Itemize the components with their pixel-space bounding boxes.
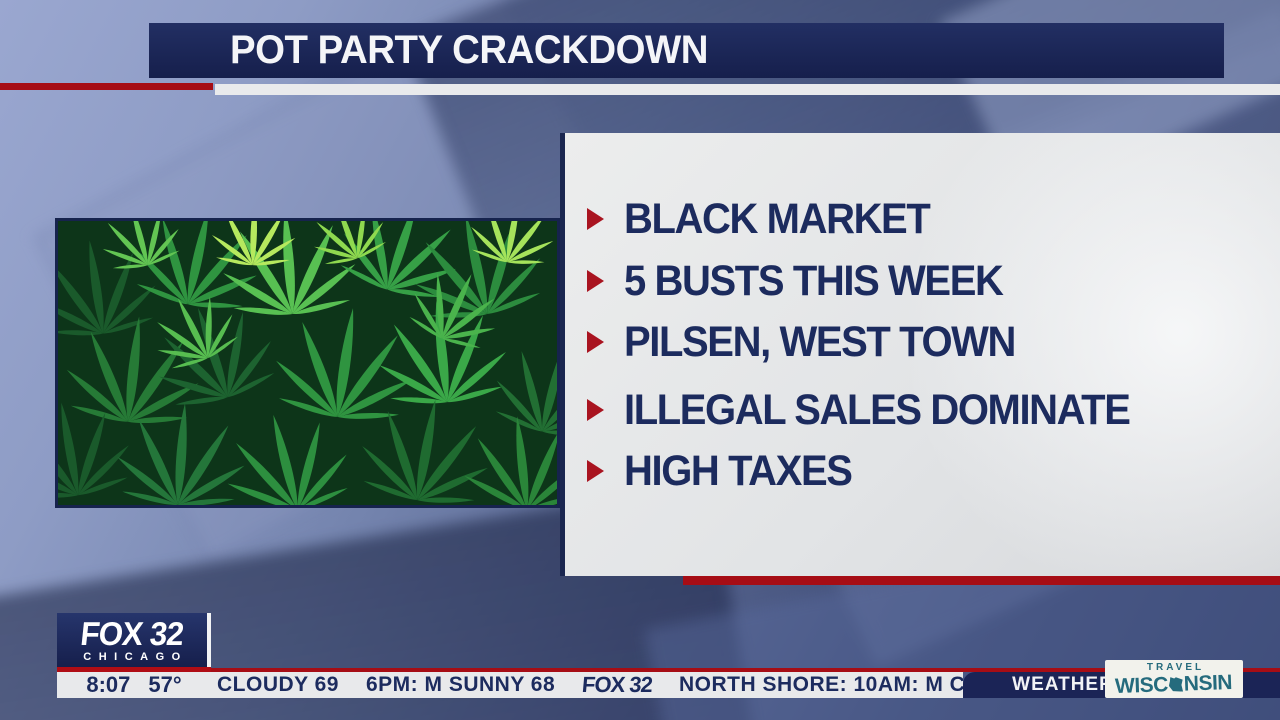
bullet-panel: BLACK MARKET 5 BUSTS THIS WEEK PILSEN, W… [560, 133, 1280, 576]
ticker-fox32-logo: FOX 32 [581, 672, 654, 697]
ticker-segment: NORTH SHORE: 10AM: M C [678, 673, 963, 696]
headline-banner: POT PARTY CRACKDOWN [149, 23, 1224, 78]
wisconsin-text-right: NSIN [1183, 670, 1233, 696]
bullet-label: BLACK MARKET [624, 194, 931, 243]
station-bug: FOX 32 CHICAGO 8:07 57° [57, 613, 211, 698]
time-temp-strip: 8:07 57° [57, 672, 211, 698]
bullet-item: BLACK MARKET [565, 194, 952, 244]
ticker-scroll-area: CLOUDY 69 6PM: M SUNNY 68 FOX 32 NORTH S… [211, 672, 963, 698]
bullet-label: HIGH TAXES [624, 446, 853, 495]
fox32-logo: FOX 32 CHICAGO [57, 613, 211, 667]
cannabis-photo [55, 218, 560, 508]
sponsor-travel-text: TRAVEL [1146, 662, 1205, 673]
wisconsin-state-icon [1169, 677, 1184, 692]
ticker-segment: 6PM: M SUNNY 68 [365, 673, 556, 696]
clock-time: 8:07 [86, 672, 131, 697]
bullet-arrow-icon [587, 331, 604, 353]
bullet-label: ILLEGAL SALES DOMINATE [624, 385, 1131, 434]
bullet-arrow-icon [587, 270, 604, 292]
temperature: 57° [148, 672, 182, 697]
bullet-arrow-icon [587, 208, 604, 230]
travel-wisconsin-logo: TRAVEL WISC NSIN [1105, 660, 1243, 698]
bullet-item: PILSEN, WEST TOWN [565, 317, 1044, 367]
bullet-item: HIGH TAXES [565, 446, 869, 496]
red-accent-bar [0, 83, 213, 90]
cannabis-plants-illustration [58, 221, 557, 505]
bullet-item: ILLEGAL SALES DOMINATE [565, 385, 1168, 435]
ticker-red-border [211, 668, 1280, 672]
headline-title: POT PARTY CRACKDOWN [230, 28, 708, 72]
fox32-brand-text: FOX 32 [78, 615, 186, 652]
weather-label: WEATHER [1012, 674, 1114, 695]
white-accent-bar [215, 84, 1280, 95]
bullet-label: PILSEN, WEST TOWN [624, 317, 1016, 366]
bullet-item: 5 BUSTS THIS WEEK [565, 256, 1031, 306]
bug-red-stripe [57, 667, 211, 672]
ticker-segment: CLOUDY 69 [217, 673, 339, 696]
fox32-city-text: CHICAGO [83, 651, 188, 663]
sponsor-wisconsin-text: WISC NSIN [1115, 670, 1233, 699]
bullet-arrow-icon [587, 399, 604, 421]
bullet-arrow-icon [587, 460, 604, 482]
wisconsin-text-left: WISC [1115, 673, 1169, 699]
red-underline-bar [683, 576, 1280, 585]
bullet-label: 5 BUSTS THIS WEEK [624, 256, 1004, 305]
